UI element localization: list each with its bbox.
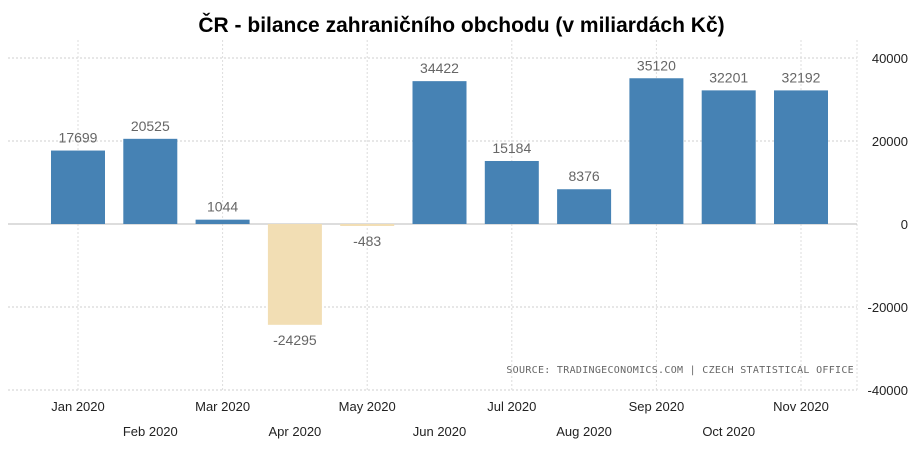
bar xyxy=(557,189,612,224)
bars xyxy=(51,78,828,325)
data-label: -483 xyxy=(353,233,381,249)
y-tick-label: 40000 xyxy=(872,51,908,66)
x-tick-label: Nov 2020 xyxy=(773,399,829,414)
x-tick-label: Jun 2020 xyxy=(413,424,467,439)
data-label: 34422 xyxy=(420,60,459,76)
x-axis-ticks: Jan 2020 Feb 2020 Mar 2020 Apr 2020 May 2020… xyxy=(51,399,829,439)
data-label: 17699 xyxy=(59,130,98,146)
data-label: 35120 xyxy=(637,57,676,73)
bar xyxy=(340,224,395,227)
data-label: 1044 xyxy=(207,199,238,215)
x-tick-label: Apr 2020 xyxy=(269,424,322,439)
data-label: -24295 xyxy=(273,332,317,348)
x-tick-label: Feb 2020 xyxy=(123,424,178,439)
bar xyxy=(123,138,178,224)
x-tick-label: Mar 2020 xyxy=(195,399,250,414)
x-tick-label: Sep 2020 xyxy=(629,399,685,414)
data-label: 32192 xyxy=(782,69,821,85)
data-label: 32201 xyxy=(709,69,748,85)
x-tick-label: Aug 2020 xyxy=(556,424,612,439)
bar xyxy=(774,90,828,224)
bar xyxy=(484,160,539,224)
bar xyxy=(195,219,250,224)
bar xyxy=(701,90,756,225)
bar xyxy=(51,150,105,224)
y-tick-label: -40000 xyxy=(868,383,908,398)
y-tick-label: -20000 xyxy=(868,300,908,315)
data-label: 8376 xyxy=(569,168,600,184)
data-labels: 17699 20525 1044 -24295 -483 34422 15184 8376 35… xyxy=(59,57,821,348)
y-axis-ticks: 40000 20000 0 -20000 -40000 xyxy=(868,51,908,398)
bar xyxy=(412,81,467,224)
x-tick-label: Jul 2020 xyxy=(487,399,536,414)
x-tick-label: Oct 2020 xyxy=(702,424,755,439)
data-label: 15184 xyxy=(492,140,531,156)
y-tick-label: 0 xyxy=(901,217,908,232)
bar xyxy=(267,224,322,325)
chart-title: ČR - bilance zahraničního obchodu (v mil… xyxy=(198,14,725,37)
y-tick-label: 20000 xyxy=(872,134,908,149)
x-tick-label: Jan 2020 xyxy=(51,399,105,414)
data-label: 20525 xyxy=(131,118,170,134)
source-note: SOURCE: TRADINGECONOMICS.COM | CZECH STA… xyxy=(506,365,854,376)
bar xyxy=(629,78,684,224)
x-tick-label: May 2020 xyxy=(339,399,396,414)
